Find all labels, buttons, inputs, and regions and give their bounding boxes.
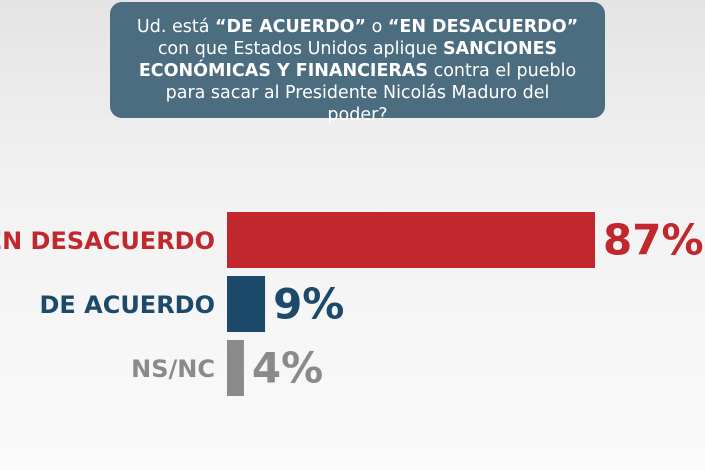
title-segment: SANCIONES ECONÓMICAS Y FINANCIERAS	[138, 39, 558, 81]
value-label: 4%	[252, 344, 323, 393]
bar	[227, 276, 266, 332]
bar	[227, 340, 244, 396]
title-segment: “EN DESACUERDO”	[387, 17, 579, 37]
title-segment: contra el pueblo para sacar al President…	[165, 61, 577, 125]
value-label: 9%	[273, 280, 344, 329]
category-label: NS/NC	[131, 355, 215, 383]
category-label: EN DESACUERDO	[0, 227, 215, 255]
title-segment: con que Estados Unidos aplique	[157, 39, 443, 59]
title-segment: Ud. está	[136, 17, 215, 37]
category-label: DE ACUERDO	[39, 291, 215, 319]
title-segment: o	[366, 17, 388, 37]
value-label: 87%	[603, 216, 704, 265]
question-box: Ud. está “DE ACUERDO” o “EN DESACUERDO” …	[110, 2, 605, 125]
title-segment: “DE ACUERDO”	[215, 17, 367, 37]
bar	[227, 212, 596, 268]
